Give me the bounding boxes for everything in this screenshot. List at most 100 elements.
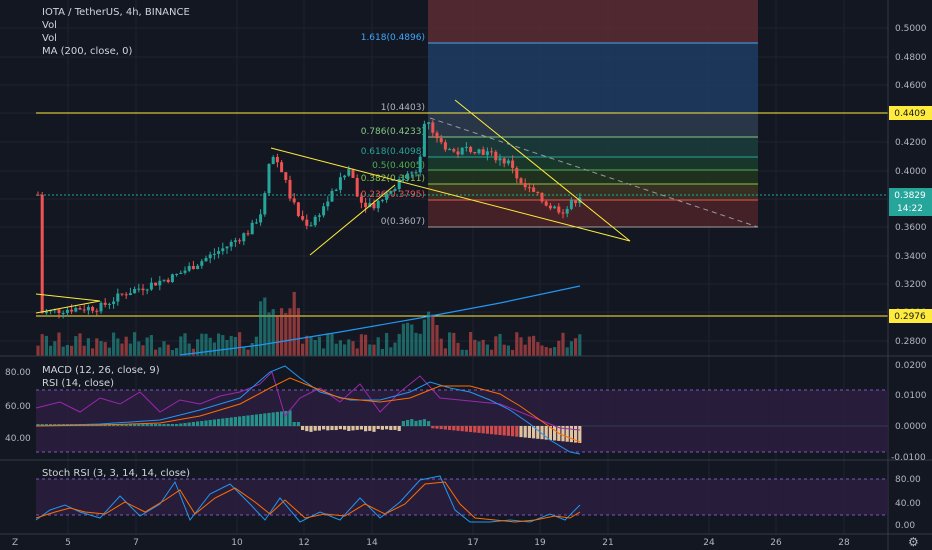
macd-hist-bar — [490, 426, 494, 435]
macd-axis: 0.0200 0.0100 0.0000 -0.0100 — [891, 361, 927, 463]
candle-body — [162, 279, 166, 281]
volume-bar — [120, 343, 124, 356]
candle-body — [372, 203, 376, 209]
macd-hist-bar — [502, 426, 506, 436]
macd-hist-bar — [410, 419, 414, 426]
macd-hist-bar — [179, 423, 183, 426]
svg-text:0.3829: 0.3829 — [894, 191, 926, 201]
stoch-rsi-pane[interactable] — [35, 475, 888, 523]
macd-hist-bar — [154, 424, 158, 426]
volume-bar — [557, 340, 561, 356]
candle-body — [124, 294, 128, 296]
candle-body — [208, 254, 212, 259]
candle-body — [170, 274, 174, 283]
timezone-z[interactable]: Z — [12, 538, 18, 548]
volume-bar — [301, 343, 305, 356]
candle-body — [410, 172, 414, 174]
volume-bar — [112, 332, 116, 356]
volume-bar — [49, 345, 53, 356]
candle-body — [133, 289, 137, 294]
macd-hist-bar — [204, 420, 208, 426]
trendlines[interactable] — [35, 99, 631, 314]
time-tick: 21 — [602, 538, 613, 548]
candle-body — [343, 175, 347, 178]
macd-hist-bar — [217, 418, 221, 426]
time-tick: 7 — [133, 538, 139, 548]
candle-body — [565, 208, 569, 214]
macd-hist-bar — [40, 424, 44, 426]
candle-body — [200, 261, 204, 266]
candle-body — [267, 164, 271, 194]
volume-bar — [61, 346, 65, 356]
candle-body — [217, 251, 221, 254]
volume-bar — [259, 301, 263, 356]
candle-body — [414, 172, 418, 174]
macd-hist-bar — [292, 422, 296, 426]
candle-body — [548, 205, 552, 209]
price-axis[interactable]: 0.50000.48000.46000.44000.42000.40000.38… — [895, 24, 927, 347]
volume-bar — [133, 332, 137, 356]
price-tick: 0.3400 — [895, 252, 927, 262]
macd-hist-bar — [275, 411, 279, 426]
settings-gear-icon[interactable]: ⚙ — [908, 535, 919, 549]
time-tick: 5 — [65, 538, 71, 548]
candle-body — [481, 149, 485, 155]
legend-ma: MA (200, close, 0) — [42, 46, 133, 57]
volume-bar — [99, 341, 103, 356]
volume-bar — [229, 335, 233, 356]
svg-text:0.2976: 0.2976 — [894, 312, 926, 322]
macd-hist-bar — [330, 426, 334, 431]
candle-body — [569, 200, 573, 209]
candle-body — [397, 179, 401, 190]
candle-body — [452, 149, 456, 152]
macd-hist-bar — [494, 426, 498, 435]
volume-bar — [44, 335, 48, 356]
volume-bar — [481, 339, 485, 356]
candle-body — [532, 187, 536, 192]
time-tick: 17 — [467, 538, 478, 548]
volume-bar — [86, 338, 90, 356]
volume-bar — [330, 334, 334, 356]
candle-body — [154, 282, 158, 286]
candle-body — [40, 194, 44, 314]
candle-body — [280, 162, 284, 173]
candle-body — [107, 303, 111, 305]
fib-retracement[interactable]: 1.618(0.4896) 1(0.4403) 0.786(0.4233) 0.… — [361, 0, 758, 228]
volume-bar — [376, 337, 380, 356]
volume-bar — [204, 333, 208, 356]
macd-hist-bar — [183, 423, 187, 426]
volume-bar — [91, 348, 95, 356]
volume-bar — [422, 319, 426, 356]
macd-hist-bar — [246, 415, 250, 426]
macd-hist-bar — [238, 416, 242, 426]
candle-body — [57, 309, 61, 314]
macd-hist-bar — [427, 421, 431, 426]
time-tick: 24 — [703, 538, 715, 548]
volume-bar — [141, 345, 145, 356]
volume-bar — [418, 333, 422, 356]
candle-body — [120, 293, 124, 295]
macd-rsi-pane[interactable] — [35, 365, 888, 455]
volume-bar — [565, 347, 569, 356]
candle-body — [204, 258, 208, 262]
volume-bar — [175, 348, 179, 356]
time-axis[interactable]: 5 7 10 12 14 17 19 21 24 26 28 — [65, 538, 850, 548]
macd-hist-bar — [435, 426, 439, 429]
macd-hist-bar — [477, 426, 481, 433]
candle-body — [376, 200, 380, 209]
volume-bar — [574, 338, 578, 356]
macd-hist-bar — [317, 426, 321, 431]
macd-hist-bar — [359, 426, 363, 430]
volume-bar — [208, 337, 212, 356]
candle-body — [196, 265, 200, 270]
candle-body — [561, 212, 565, 214]
volume-bar — [498, 333, 502, 356]
volume-bar — [158, 347, 162, 356]
candle-body — [166, 279, 170, 283]
svg-text:40.00: 40.00 — [895, 499, 921, 509]
candle-body — [326, 201, 330, 207]
ma-200-line[interactable] — [179, 285, 581, 356]
macd-hist-bar — [456, 426, 460, 431]
volume-bar — [523, 344, 527, 356]
